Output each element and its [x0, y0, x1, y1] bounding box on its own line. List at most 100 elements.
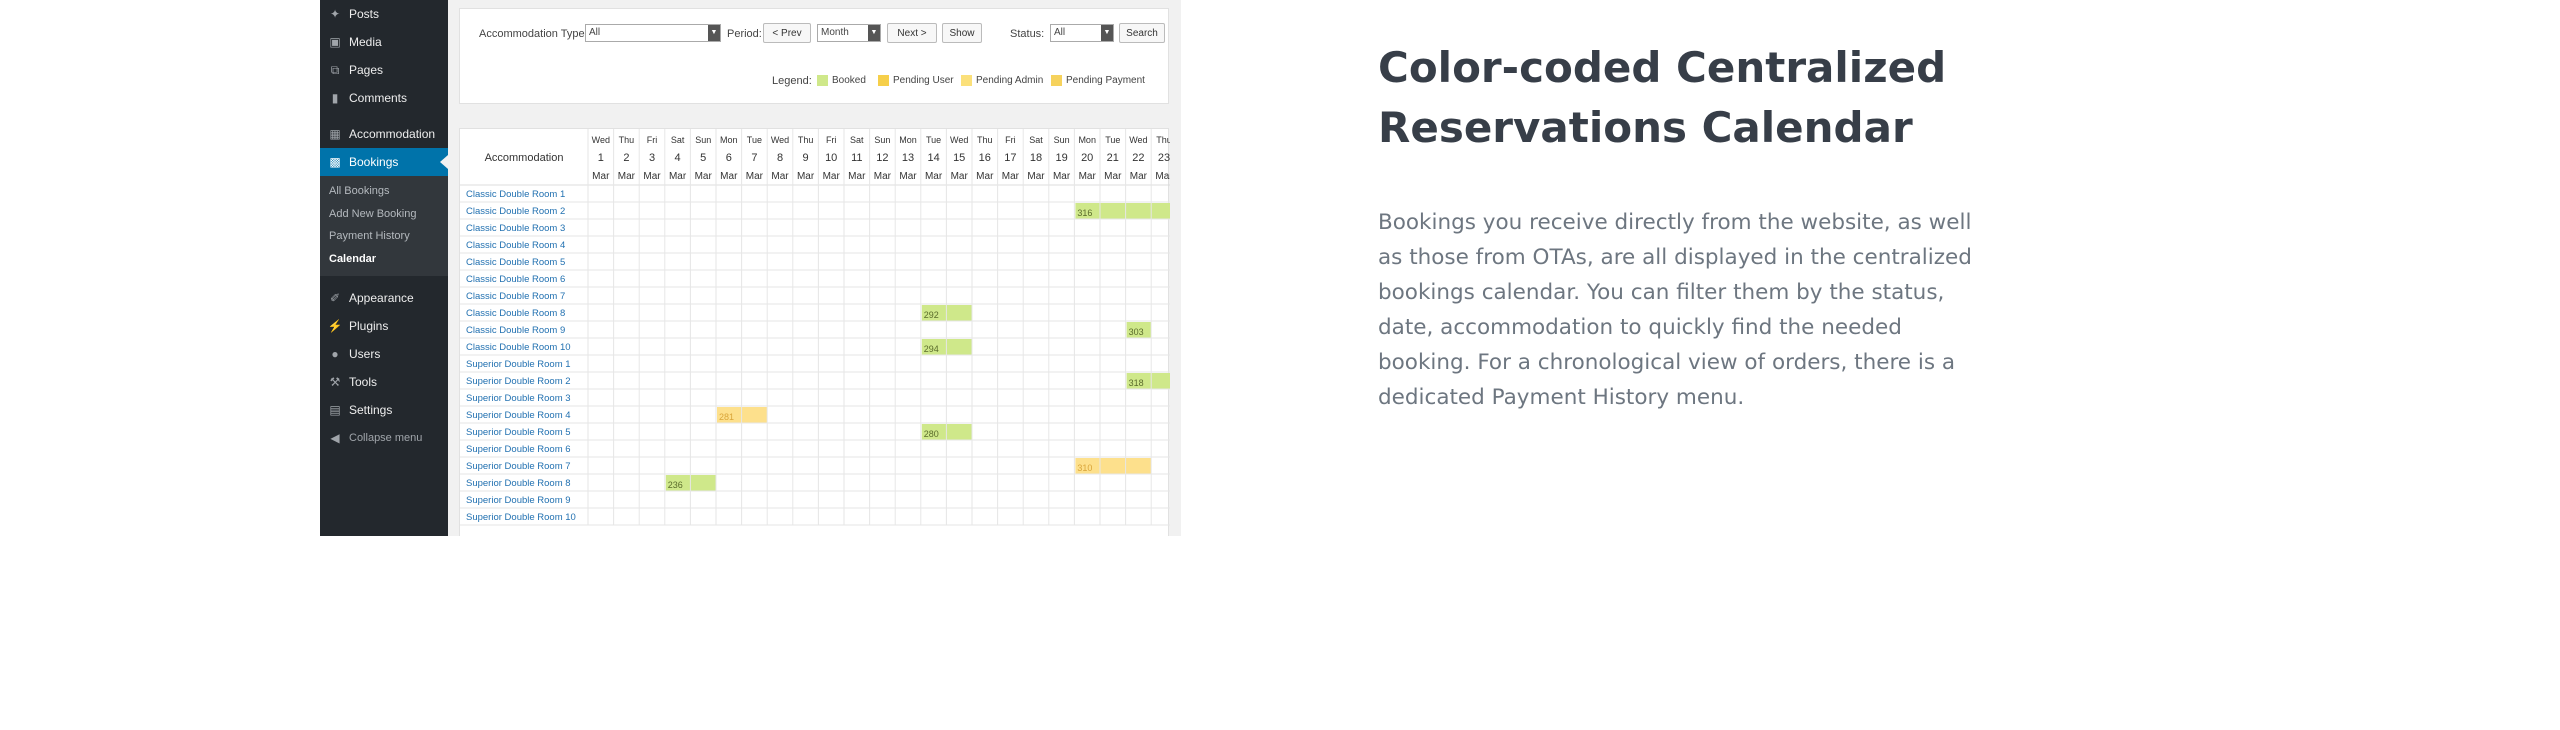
status-select[interactable]: All ▼	[1050, 24, 1114, 42]
sidebar-item-media[interactable]: ▣ Media	[320, 28, 448, 56]
room-name-link: Superior Double Room 3	[466, 393, 571, 404]
sidebar-item-label: Tools	[349, 375, 378, 389]
legend-pending-user: Pending User	[878, 75, 954, 86]
room-name-link: Superior Double Room 10	[466, 512, 576, 523]
sidebar-item-label: Pages	[349, 63, 384, 77]
prev-button[interactable]: < Prev	[763, 23, 811, 43]
pushpin-icon: ✦	[329, 7, 341, 21]
booking-block	[921, 424, 972, 440]
legend-pending-admin: Pending Admin	[961, 75, 1043, 86]
day-header-month: Mar	[592, 171, 610, 182]
room-name-link: Classic Double Room 3	[466, 223, 565, 234]
day-header-month: Mar	[797, 171, 815, 182]
day-header-weekday: Wed	[771, 135, 789, 145]
sidebar-item-posts[interactable]: ✦ Posts	[320, 0, 448, 28]
day-header-month: Mar	[848, 171, 866, 182]
booking-id: 318	[1129, 378, 1144, 388]
day-header-date: 8	[777, 152, 783, 164]
booking-id: 280	[924, 429, 939, 439]
accommodation-type-value: All	[589, 27, 601, 38]
sidebar-item-plugins[interactable]: ⚡ Plugins	[320, 312, 448, 340]
day-header-weekday: Fri	[647, 135, 658, 145]
sidebar-item-comments[interactable]: ▮ Comments	[320, 84, 448, 112]
feature-description: Bookings you receive directly from the w…	[1378, 210, 1972, 410]
day-header-date: 15	[953, 152, 965, 164]
next-button[interactable]: Next >	[887, 23, 937, 43]
day-header-weekday: Thu	[619, 135, 635, 145]
day-header-date: 10	[825, 152, 837, 164]
day-header-date: 19	[1055, 152, 1067, 164]
sidebar-item-users[interactable]: ● Users	[320, 340, 448, 368]
day-header-month: Mar	[874, 171, 892, 182]
bookings-submenu: All Bookings Add New Booking Payment His…	[320, 176, 448, 276]
day-header-month: Mar	[1027, 171, 1045, 182]
search-button[interactable]: Search	[1119, 23, 1165, 43]
admin-sidebar: ✦ Posts ▣ Media ⧉ Pages ▮ Comments ▦ Accommod…	[320, 0, 448, 536]
day-header-month: Mar	[1053, 171, 1071, 182]
show-button[interactable]: Show	[942, 23, 982, 43]
sidebar-item-label: Settings	[349, 403, 393, 417]
room-name-link: Classic Double Room 1	[466, 189, 565, 200]
sidebar-item-appearance[interactable]: ✐ Appearance	[320, 284, 448, 312]
booking-block	[921, 305, 972, 321]
day-header-date: 17	[1004, 152, 1016, 164]
day-header-month: Mar	[976, 171, 994, 182]
day-header-date: 3	[649, 152, 655, 164]
day-header-date: 4	[675, 152, 681, 164]
room-name-link: Superior Double Room 2	[466, 376, 571, 387]
submenu-payment-history[interactable]: Payment History	[329, 230, 410, 242]
day-header-weekday: Sat	[850, 135, 864, 145]
day-header-date: 18	[1030, 152, 1042, 164]
sidebar-item-label: Posts	[349, 7, 380, 21]
legend-swatch	[878, 75, 889, 86]
sidebar-item-pages[interactable]: ⧉ Pages	[320, 56, 448, 84]
room-name-link: Classic Double Room 8	[466, 308, 565, 319]
submenu-add-new-booking[interactable]: Add New Booking	[329, 207, 417, 220]
period-select[interactable]: Month ▼	[817, 24, 881, 42]
collapse-menu-button[interactable]: ◀ Collapse menu	[320, 424, 448, 452]
booking-block	[1075, 458, 1152, 474]
day-header-weekday: Mon	[1078, 135, 1096, 145]
booking-block	[665, 475, 716, 491]
legend-item-label: Pending User	[893, 75, 954, 86]
users-icon: ●	[331, 347, 339, 361]
bookings-calendar-grid: Accommodation Wed 1 Mar Thu 2 Mar Fri 3 Mar Sat 4 Ma…	[460, 129, 1170, 526]
day-header-month: Mar	[618, 171, 636, 182]
booking-id: 316	[1077, 208, 1092, 218]
submenu-all-bookings[interactable]: All Bookings	[329, 185, 390, 197]
day-header-month: Mar	[925, 171, 943, 182]
sidebar-item-label: Comments	[349, 91, 408, 105]
day-header-month: Mar	[1104, 171, 1122, 182]
sidebar-item-label: Users	[349, 347, 381, 361]
day-header-date: 11	[851, 152, 862, 164]
chevron-down-icon: ▼	[708, 25, 720, 41]
settings-icon: ▤	[329, 403, 341, 417]
day-header-month: Mar	[899, 171, 917, 182]
day-header-weekday: Fri	[826, 135, 837, 145]
room-name-link: Superior Double Room 8	[466, 478, 571, 489]
legend-swatch	[961, 75, 972, 86]
booking-block	[1126, 373, 1170, 389]
submenu-calendar[interactable]: Calendar	[329, 252, 377, 265]
sidebar-item-settings[interactable]: ▤ Settings	[320, 396, 448, 424]
legend-label: Legend:	[772, 75, 812, 87]
day-header-date: 22	[1132, 152, 1144, 164]
day-header-weekday: Thu	[1156, 135, 1170, 145]
day-header-date: 20	[1081, 152, 1093, 164]
day-header-date: 16	[979, 152, 991, 164]
day-header-month: Mar	[669, 171, 687, 182]
calendar-panel: Accommodation Wed 1 Mar Thu 2 Mar Fri 3 Mar Sat 4 Ma…	[459, 128, 1170, 536]
day-header-month: Mar	[1155, 171, 1170, 182]
sidebar-item-accommodation[interactable]: ▦ Accommodation	[320, 120, 448, 148]
day-header-month: Mar	[951, 171, 969, 182]
day-header-date: 12	[876, 152, 888, 164]
sidebar-item-label: Media	[349, 35, 382, 49]
booking-id: 310	[1077, 463, 1092, 473]
period-value: Month	[821, 27, 849, 38]
day-header-weekday: Tue	[747, 135, 762, 145]
sidebar-item-tools[interactable]: ⚒ Tools	[320, 368, 448, 396]
day-header-weekday: Wed	[950, 135, 968, 145]
sidebar-item-bookings[interactable]: ▩ Bookings	[320, 148, 448, 176]
accommodation-type-select[interactable]: All ▼	[585, 24, 721, 42]
legend-pending-payment: Pending Payment	[1051, 75, 1145, 86]
